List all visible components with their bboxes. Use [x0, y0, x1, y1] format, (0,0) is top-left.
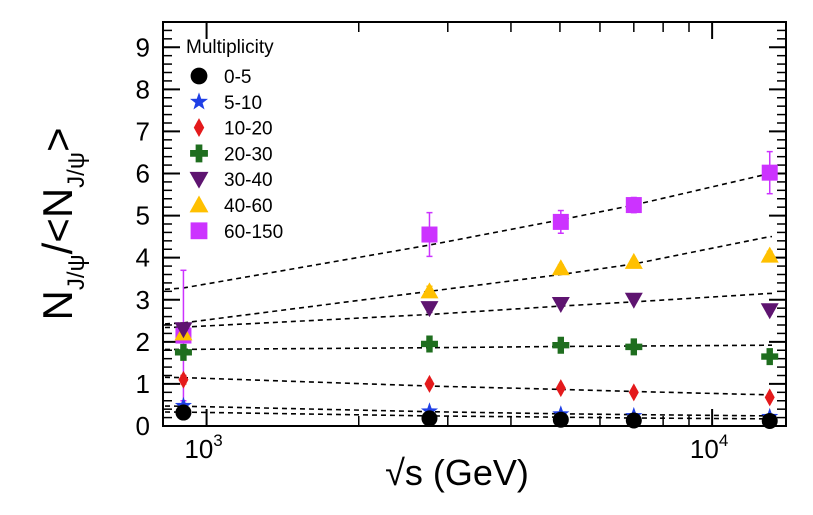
legend-entry-label: 60-150	[224, 222, 283, 243]
y-tick-label: 9	[136, 32, 150, 62]
x-tick-label-exponent: 4	[719, 431, 728, 450]
data-point	[624, 292, 643, 309]
data-point	[764, 388, 775, 407]
data-point	[552, 213, 569, 230]
data-point	[190, 222, 208, 240]
data-point	[624, 252, 643, 269]
y-tick-label: 2	[136, 327, 150, 357]
data-point	[424, 374, 435, 393]
error-bars	[180, 150, 773, 423]
data-point	[761, 164, 778, 181]
data-point	[761, 348, 779, 366]
y-tick-label: 5	[136, 201, 150, 231]
legend-entry-label: 20-30	[224, 144, 273, 165]
y-axis-title: NJ/ψ/<NJ/ψ>	[34, 128, 90, 321]
data-point	[760, 246, 779, 263]
data-point	[420, 301, 439, 318]
data-point	[420, 282, 439, 299]
data-point	[551, 296, 570, 313]
y-tick-label: 1	[136, 369, 150, 399]
data-point	[189, 171, 209, 189]
legend-entry-label: 40-60	[224, 196, 273, 217]
data-point	[551, 259, 570, 276]
data-point	[190, 92, 208, 110]
x-tick-label: 104	[690, 431, 728, 464]
data-point	[625, 197, 642, 214]
data-point	[761, 412, 778, 429]
data-markers	[174, 164, 779, 429]
y-tick-label: 8	[136, 74, 150, 104]
data-point	[178, 370, 189, 389]
y-tick-label: 7	[136, 116, 150, 146]
fit-line	[164, 292, 772, 329]
data-point	[175, 404, 192, 421]
data-point	[555, 379, 566, 398]
y-tick-label: 0	[136, 411, 150, 441]
x-axis-title: √s (GeV)	[385, 452, 529, 493]
data-point	[420, 335, 438, 353]
legend-entry-label: 0-5	[224, 67, 251, 88]
y-tick-labels: 0 1 2 3 4 5 6 7 8 9	[136, 32, 150, 441]
data-point	[625, 412, 642, 429]
legend-entry-label: 30-40	[224, 170, 273, 191]
legend-entry-label: 5-10	[224, 93, 262, 114]
fit-line	[164, 235, 772, 325]
legend-title: Multiplicity	[186, 37, 274, 58]
x-axis-title-text: s (GeV)	[405, 452, 529, 493]
x-tick-label: 103	[184, 431, 222, 464]
data-point	[552, 411, 569, 428]
sqrt-symbol: √	[385, 452, 405, 493]
legend-entry-label: 10-20	[224, 119, 273, 140]
data-point	[174, 322, 193, 339]
data-point	[421, 226, 438, 243]
x-tick-label-base: 10	[184, 434, 213, 464]
x-tick-label-exponent: 3	[213, 431, 222, 450]
data-point	[760, 303, 779, 320]
data-point	[193, 118, 205, 138]
fit-line	[164, 344, 772, 351]
legend: Multiplicity 0-5 5-10 10-20 20-30 30-40 40-60…	[186, 37, 283, 243]
data-point	[421, 410, 438, 427]
data-point	[190, 144, 208, 163]
y-tick-label: 4	[136, 243, 150, 273]
data-point	[190, 67, 208, 85]
fit-line	[164, 405, 772, 417]
data-point	[189, 195, 209, 213]
y-tick-label: 6	[136, 159, 150, 189]
fit-line	[164, 376, 772, 396]
x-tick-label-base: 10	[690, 434, 719, 464]
data-point	[625, 338, 643, 356]
data-point	[174, 343, 192, 361]
data-point	[420, 402, 439, 419]
data-point	[628, 383, 639, 402]
data-point	[552, 336, 570, 354]
x-tick-labels: 103 104	[184, 431, 728, 464]
y-tick-label: 3	[136, 285, 150, 315]
